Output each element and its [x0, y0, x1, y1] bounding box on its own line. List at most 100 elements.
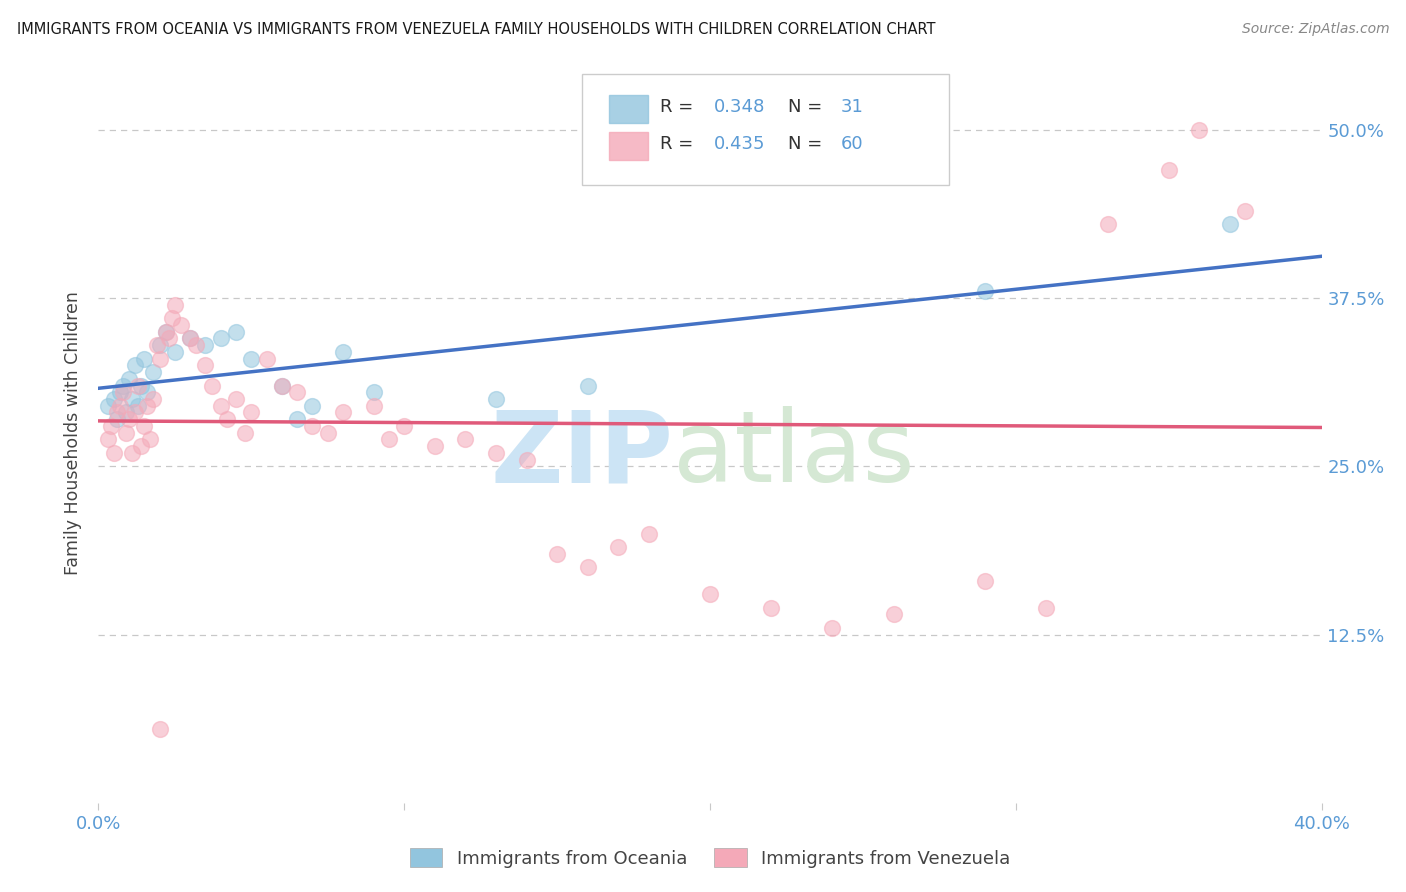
Point	[1219, 217, 1241, 231]
Point	[129, 439, 152, 453]
Point	[316, 425, 339, 440]
Point	[607, 540, 630, 554]
Point	[108, 399, 131, 413]
Text: 31: 31	[841, 98, 863, 116]
Point	[454, 433, 477, 447]
Point	[576, 560, 599, 574]
Point	[974, 574, 997, 588]
Point	[142, 392, 165, 406]
Point	[194, 338, 217, 352]
Point	[115, 405, 138, 419]
Point	[179, 331, 201, 345]
Point	[115, 425, 138, 440]
Point	[194, 359, 217, 373]
Point	[699, 587, 721, 601]
Point	[134, 418, 156, 433]
Point	[97, 433, 120, 447]
Point	[1188, 122, 1211, 136]
Point	[134, 351, 156, 366]
Point	[363, 385, 385, 400]
Point	[170, 318, 193, 332]
Point	[111, 385, 134, 400]
Point	[285, 385, 308, 400]
Bar	[609, 95, 648, 123]
Text: N =: N =	[789, 98, 828, 116]
Point	[149, 722, 172, 736]
Point	[179, 331, 201, 345]
Point	[129, 378, 152, 392]
Point	[100, 418, 122, 433]
Point	[209, 399, 232, 413]
FancyBboxPatch shape	[582, 73, 949, 185]
Point	[200, 378, 222, 392]
Point	[821, 621, 844, 635]
Point	[332, 344, 354, 359]
Point	[301, 418, 323, 433]
Point	[160, 311, 183, 326]
Point	[546, 547, 568, 561]
Point	[136, 385, 159, 400]
Point	[516, 452, 538, 467]
Point	[111, 378, 134, 392]
Point	[270, 378, 292, 392]
Point	[363, 399, 385, 413]
Point	[1234, 203, 1257, 218]
Point	[145, 338, 167, 352]
Point	[155, 325, 177, 339]
Point	[1097, 217, 1119, 231]
Point	[118, 412, 141, 426]
Point	[392, 418, 416, 433]
Point	[124, 405, 146, 419]
Text: 0.348: 0.348	[714, 98, 765, 116]
Point	[97, 399, 120, 413]
Text: N =: N =	[789, 135, 828, 153]
Point	[103, 392, 125, 406]
Point	[155, 325, 177, 339]
Text: R =: R =	[659, 98, 699, 116]
Point	[124, 359, 146, 373]
Point	[759, 600, 782, 615]
Point	[127, 378, 149, 392]
Point	[974, 285, 997, 299]
Point	[118, 372, 141, 386]
Text: R =: R =	[659, 135, 699, 153]
Point	[105, 405, 128, 419]
Point	[285, 412, 308, 426]
Point	[103, 446, 125, 460]
Point	[883, 607, 905, 622]
Point	[256, 351, 278, 366]
Point	[215, 412, 238, 426]
Point	[332, 405, 354, 419]
Text: 0.435: 0.435	[714, 135, 765, 153]
Point	[149, 351, 172, 366]
Point	[225, 392, 247, 406]
Point	[149, 338, 172, 352]
Point	[423, 439, 446, 453]
Point	[233, 425, 256, 440]
Point	[163, 298, 186, 312]
Point	[301, 399, 323, 413]
Point	[485, 392, 508, 406]
Point	[209, 331, 232, 345]
Text: ZIP: ZIP	[491, 407, 673, 503]
Legend: Immigrants from Oceania, Immigrants from Venezuela: Immigrants from Oceania, Immigrants from…	[409, 848, 1011, 868]
Point	[637, 526, 661, 541]
Bar	[609, 132, 648, 161]
Point	[240, 405, 263, 419]
Point	[240, 351, 263, 366]
Point	[1035, 600, 1057, 615]
Point	[225, 325, 247, 339]
Point	[108, 385, 131, 400]
Point	[139, 433, 162, 447]
Text: IMMIGRANTS FROM OCEANIA VS IMMIGRANTS FROM VENEZUELA FAMILY HOUSEHOLDS WITH CHIL: IMMIGRANTS FROM OCEANIA VS IMMIGRANTS FR…	[17, 22, 935, 37]
Point	[270, 378, 292, 392]
Point	[378, 433, 401, 447]
Point	[136, 399, 159, 413]
Point	[121, 392, 143, 406]
Point	[157, 331, 180, 345]
Text: 60: 60	[841, 135, 863, 153]
Point	[121, 446, 143, 460]
Point	[142, 365, 165, 379]
Point	[105, 412, 128, 426]
Point	[1157, 163, 1180, 178]
